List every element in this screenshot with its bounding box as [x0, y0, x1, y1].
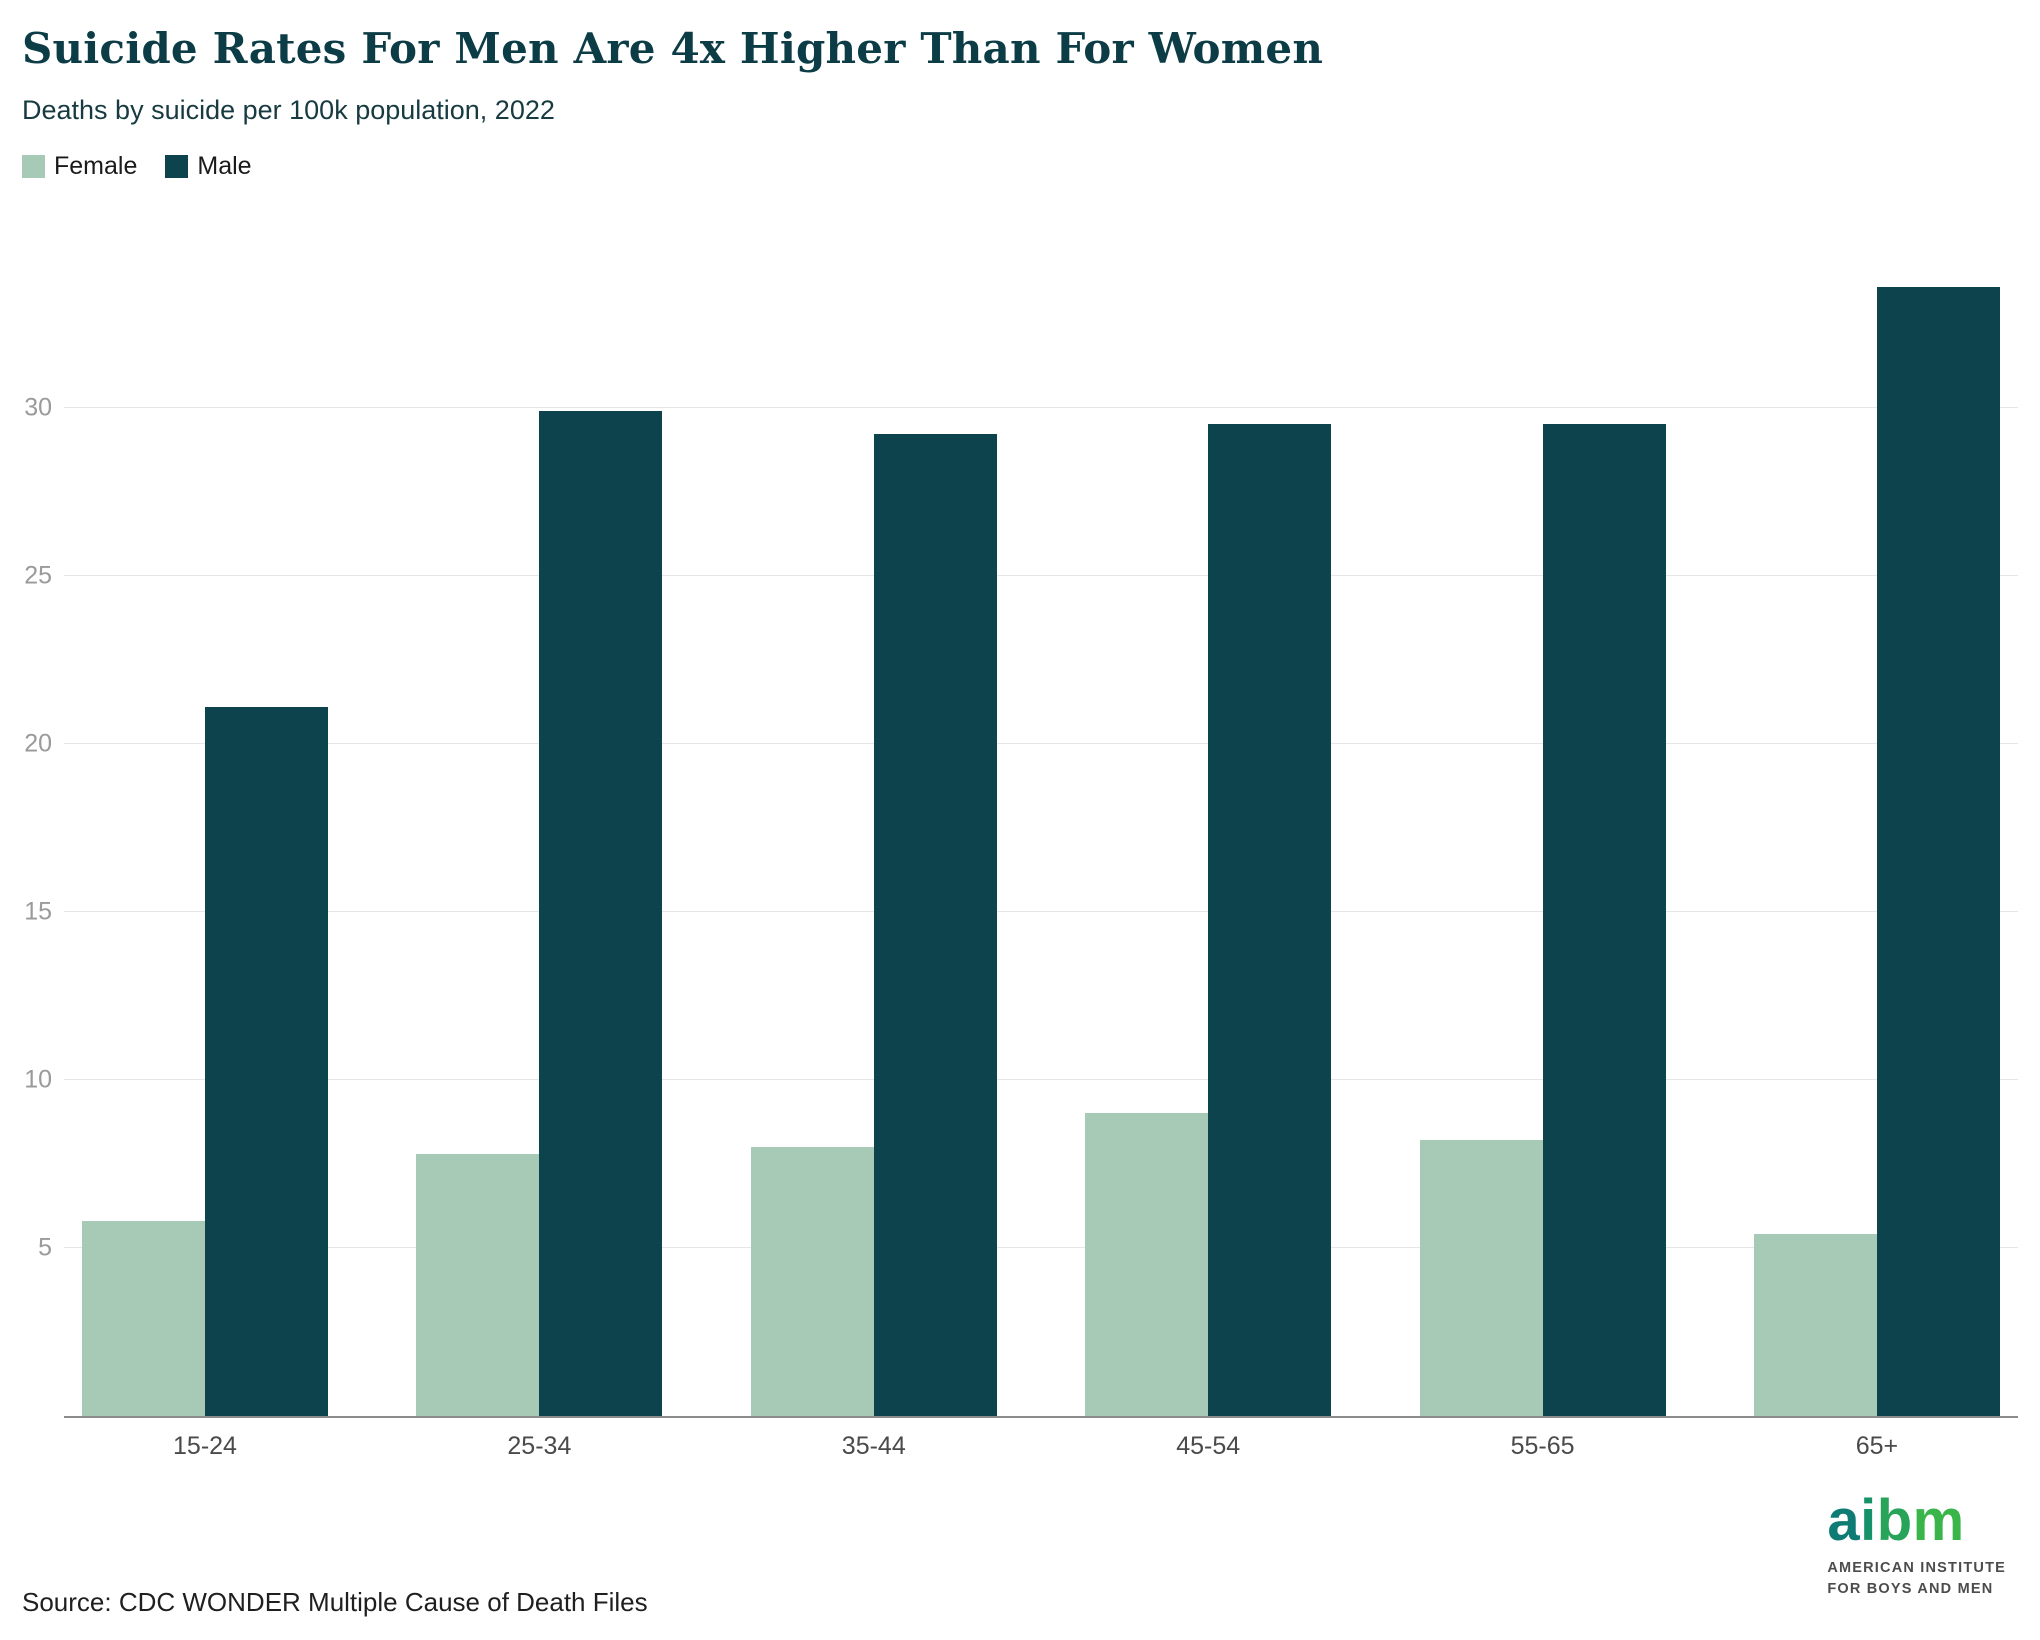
bar-female-15-24 — [82, 1221, 205, 1416]
xtick-label-45-54: 45-54 — [1176, 1432, 1241, 1460]
bar-group-35-44: 35-44 — [750, 226, 997, 1460]
bar-groups: 15-24 25-34 35-44 45-54 55-65 65+ — [64, 226, 2018, 1460]
bar-female-35-44 — [750, 1147, 874, 1416]
ytick-label-20: 20 — [24, 729, 52, 758]
legend-item-female: Female — [22, 152, 137, 181]
plot-area: 5 10 15 20 25 30 15-24 25-34 35-44 45-54 55-65 65+ — [24, 226, 2018, 1460]
ytick-label-10: 10 — [24, 1065, 52, 1094]
bar-male-35-44 — [873, 434, 997, 1416]
ytick-label-30: 30 — [24, 393, 52, 422]
logo-letter-i: i — [1860, 1487, 1877, 1553]
bar-male-25-34 — [539, 410, 663, 1416]
bar-group-55-65: 55-65 — [1419, 226, 1666, 1460]
bar-female-25-34 — [416, 1153, 540, 1416]
xtick-label-65+: 65+ — [1855, 1432, 1899, 1460]
xtick-label-55-65: 55-65 — [1510, 1432, 1575, 1460]
bar-male-15-24 — [205, 706, 328, 1416]
legend-swatch-male — [165, 155, 189, 178]
gridline-y-10 — [64, 1078, 2018, 1080]
ytick-label-25: 25 — [24, 561, 52, 590]
bar-group-65+: 65+ — [1753, 226, 2000, 1460]
logo-tagline-line1: AMERICAN INSTITUTE — [1827, 1559, 2006, 1576]
bar-group-45-54: 45-54 — [1085, 226, 1332, 1460]
bar-male-55-65 — [1542, 424, 1666, 1416]
gridline-y-30 — [64, 406, 2018, 408]
legend-label: Male — [197, 152, 252, 180]
gridline-y-15 — [64, 910, 2018, 912]
legend-label: Female — [54, 152, 138, 180]
gridline-y-20 — [64, 742, 2018, 744]
legend: Female Male — [22, 152, 2018, 181]
xtick-label-15-24: 15-24 — [173, 1432, 237, 1460]
gridline-y-5 — [64, 1246, 2018, 1248]
bar-group-15-24: 15-24 — [82, 226, 328, 1460]
aibm-logo: aibm AMERICAN INSTITUTE FOR BOYS AND MEN — [1827, 1491, 2006, 1600]
logo-tagline: AMERICAN INSTITUTE FOR BOYS AND MEN — [1827, 1558, 2006, 1600]
legend-swatch-female — [22, 155, 45, 178]
plot-wrap: 5 10 15 20 25 30 15-24 25-34 35-44 45-54 55-65 65+ — [24, 226, 2018, 1460]
bar-female-65+ — [1753, 1234, 1877, 1416]
bar-group-25-34: 25-34 — [416, 226, 663, 1460]
xtick-label-25-34: 25-34 — [507, 1432, 572, 1460]
bar-female-55-65 — [1419, 1140, 1543, 1416]
logo-letter-m: m — [1912, 1487, 1965, 1553]
logo-letter-b: b — [1876, 1487, 1913, 1553]
logo-wordmark: aibm — [1827, 1491, 2006, 1550]
bar-female-45-54 — [1085, 1113, 1209, 1416]
bar-male-65+ — [1876, 286, 2000, 1416]
chart-title: Suicide Rates For Men Are 4x Higher Than… — [22, 24, 1324, 73]
ytick-label-15: 15 — [24, 897, 52, 926]
gridline-y-25 — [64, 574, 2018, 576]
bar-male-45-54 — [1208, 424, 1332, 1416]
chart-subtitle: Deaths by suicide per 100k population, 2… — [22, 95, 555, 125]
logo-tagline-line2: FOR BOYS AND MEN — [1827, 1580, 1994, 1597]
source-note: Source: CDC WONDER Multiple Cause of Dea… — [22, 1587, 648, 1617]
ytick-label-5: 5 — [38, 1233, 52, 1262]
xtick-label-35-44: 35-44 — [841, 1432, 906, 1460]
legend-item-male: Male — [165, 152, 252, 181]
logo-letter-a: a — [1827, 1487, 1861, 1553]
